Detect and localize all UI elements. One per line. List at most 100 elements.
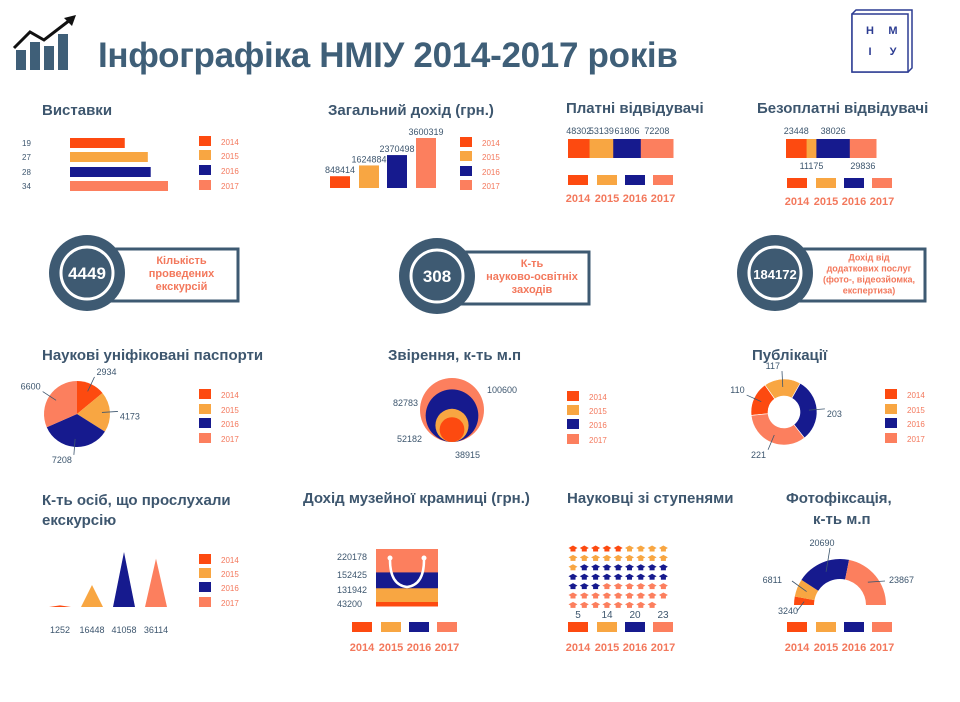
- exhibitions-legend-label: 2017: [221, 182, 239, 191]
- passports-legend-label: 2017: [221, 435, 239, 444]
- graduation-cap-icon-base: [570, 567, 576, 571]
- publications-legend-label: 2014: [907, 391, 925, 400]
- income-bar: [359, 165, 379, 188]
- passports-legend-label: 2014: [221, 391, 239, 400]
- stat-caption-line: додаткових послуг: [827, 264, 912, 274]
- shop-value-label: 152425: [337, 570, 367, 580]
- paid-visitors-title: Платні відвідувачі: [566, 100, 704, 117]
- graduation-cap-icon-base: [627, 596, 632, 599]
- publications-value-label: 221: [751, 450, 766, 460]
- shop-legend-swatch: [409, 622, 429, 632]
- graduation-cap-icon-base: [638, 558, 644, 561]
- free-visitors-legend-label: 2014: [785, 196, 810, 208]
- exhibitions-legend-label: 2015: [221, 152, 239, 161]
- scientists-value-label: 20: [629, 610, 641, 621]
- growth-chart-arrowhead: [64, 15, 76, 26]
- graduation-cap-icon-base: [593, 558, 599, 561]
- scientists-legend-label: 2014: [566, 642, 591, 654]
- exhibitions-legend-swatch: [199, 136, 211, 146]
- publications-leader-line: [808, 408, 825, 411]
- shop-title: Дохід музейної крамниці (грн.): [303, 490, 530, 507]
- graduation-cap-icon-base: [627, 586, 632, 590]
- publications-legend-swatch: [885, 433, 897, 443]
- paid-visitors-legend-label: 2016: [623, 193, 647, 205]
- publications-leader-line: [781, 371, 784, 388]
- publications-legend-label: 2017: [907, 435, 925, 444]
- passports-legend-swatch: [199, 404, 211, 414]
- graduation-cap-icon-base: [604, 577, 610, 580]
- photo-slice: [794, 596, 815, 605]
- scientists-legend-swatch: [597, 622, 617, 632]
- graduation-cap-icon-base: [570, 596, 576, 599]
- listeners-legend-swatch: [199, 597, 211, 607]
- shop-legend-label: 2017: [435, 642, 459, 654]
- graduation-cap-icon-base: [604, 586, 610, 590]
- stat-caption-line: Кількість: [156, 255, 207, 267]
- exhibitions-legend-swatch: [199, 180, 211, 190]
- graduation-cap-icon-base: [593, 596, 599, 599]
- exhibitions-bar: [70, 138, 125, 148]
- shop-value-label: 131942: [337, 585, 367, 595]
- listeners-legend-label: 2015: [221, 570, 239, 579]
- income-value-label: 1624884: [351, 154, 386, 164]
- graduation-cap-icon-base: [615, 549, 621, 552]
- graduation-cap-icon-base: [615, 605, 621, 608]
- paid-visitors-legend-swatch: [625, 175, 645, 185]
- photo-leader-line: [825, 547, 831, 572]
- stat-caption-line: К-ть: [521, 258, 544, 270]
- shop-legend-label: 2016: [407, 642, 431, 654]
- paid-visitors-segment: [589, 139, 614, 158]
- listeners-legend-swatch: [199, 554, 211, 564]
- graduation-cap-icon-base: [638, 577, 644, 580]
- stat-badge-ring: [747, 245, 803, 301]
- publications-legend-label: 2015: [907, 406, 925, 415]
- exhibitions-legend-swatch: [199, 165, 211, 175]
- scientists-value-label: 23: [657, 610, 669, 621]
- listeners-value-label: 1252: [50, 625, 70, 635]
- passports-slice: [77, 393, 110, 432]
- free-visitors-legend-swatch: [844, 178, 864, 188]
- shop-value-label: 220178: [337, 552, 367, 562]
- free-visitors-title: Безоплатні відвідувачі: [757, 100, 929, 117]
- scientists-title: Науковці зі ступенями: [567, 490, 734, 507]
- photo-legend-swatch: [872, 622, 892, 632]
- graduation-cap-icon-base: [660, 586, 666, 590]
- stat-caption-line: науково-освітніх: [486, 271, 579, 283]
- graduation-cap-icon-base: [570, 549, 576, 552]
- verification-legend-label: 2017: [589, 436, 607, 445]
- passports-legend-swatch: [199, 389, 211, 399]
- listeners-triangle: [81, 584, 103, 607]
- graduation-cap-icon-base: [570, 577, 576, 580]
- graduation-cap-icon-base: [638, 586, 644, 590]
- graduation-cap-icon-base: [638, 549, 644, 552]
- scientists-legend-label: 2016: [623, 642, 647, 654]
- listeners-triangle: [145, 558, 167, 607]
- shop-bag-handle: [388, 559, 426, 589]
- stat-caption-line: екскурсій: [156, 281, 208, 293]
- exhibitions-value-label: 34: [22, 182, 31, 191]
- scientists-legend-swatch: [568, 622, 588, 632]
- passports-leader-line: [101, 411, 118, 413]
- graduation-cap-icon-base: [604, 558, 610, 561]
- photo-value-label: 23867: [889, 575, 914, 585]
- growth-chart-bar: [44, 46, 54, 70]
- listeners-legend-label: 2017: [221, 599, 239, 608]
- nmiu-logo-letter: У: [890, 46, 897, 58]
- stat-caption-line: експертиза): [843, 286, 896, 296]
- passports-legend-label: 2015: [221, 406, 239, 415]
- publications-value-label: 203: [827, 409, 842, 419]
- scientists-legend-label: 2017: [651, 642, 675, 654]
- passports-legend-label: 2016: [221, 420, 239, 429]
- scientists-legend-swatch: [653, 622, 673, 632]
- stat-caption-line: проведених: [149, 268, 215, 280]
- photo-legend-label: 2015: [814, 642, 838, 654]
- shop-value-label: 43200: [337, 599, 362, 609]
- paid-visitors-legend-swatch: [653, 175, 673, 185]
- graduation-cap-icon-base: [604, 596, 610, 599]
- publications-leader-line: [767, 434, 775, 450]
- stat-caption-line: заходів: [512, 284, 553, 296]
- shop-bag-handle-rivet: [421, 555, 427, 561]
- income-value-label: 3600319: [408, 127, 443, 137]
- graduation-cap-icon-base: [593, 605, 599, 608]
- stat-value: 308: [423, 267, 451, 286]
